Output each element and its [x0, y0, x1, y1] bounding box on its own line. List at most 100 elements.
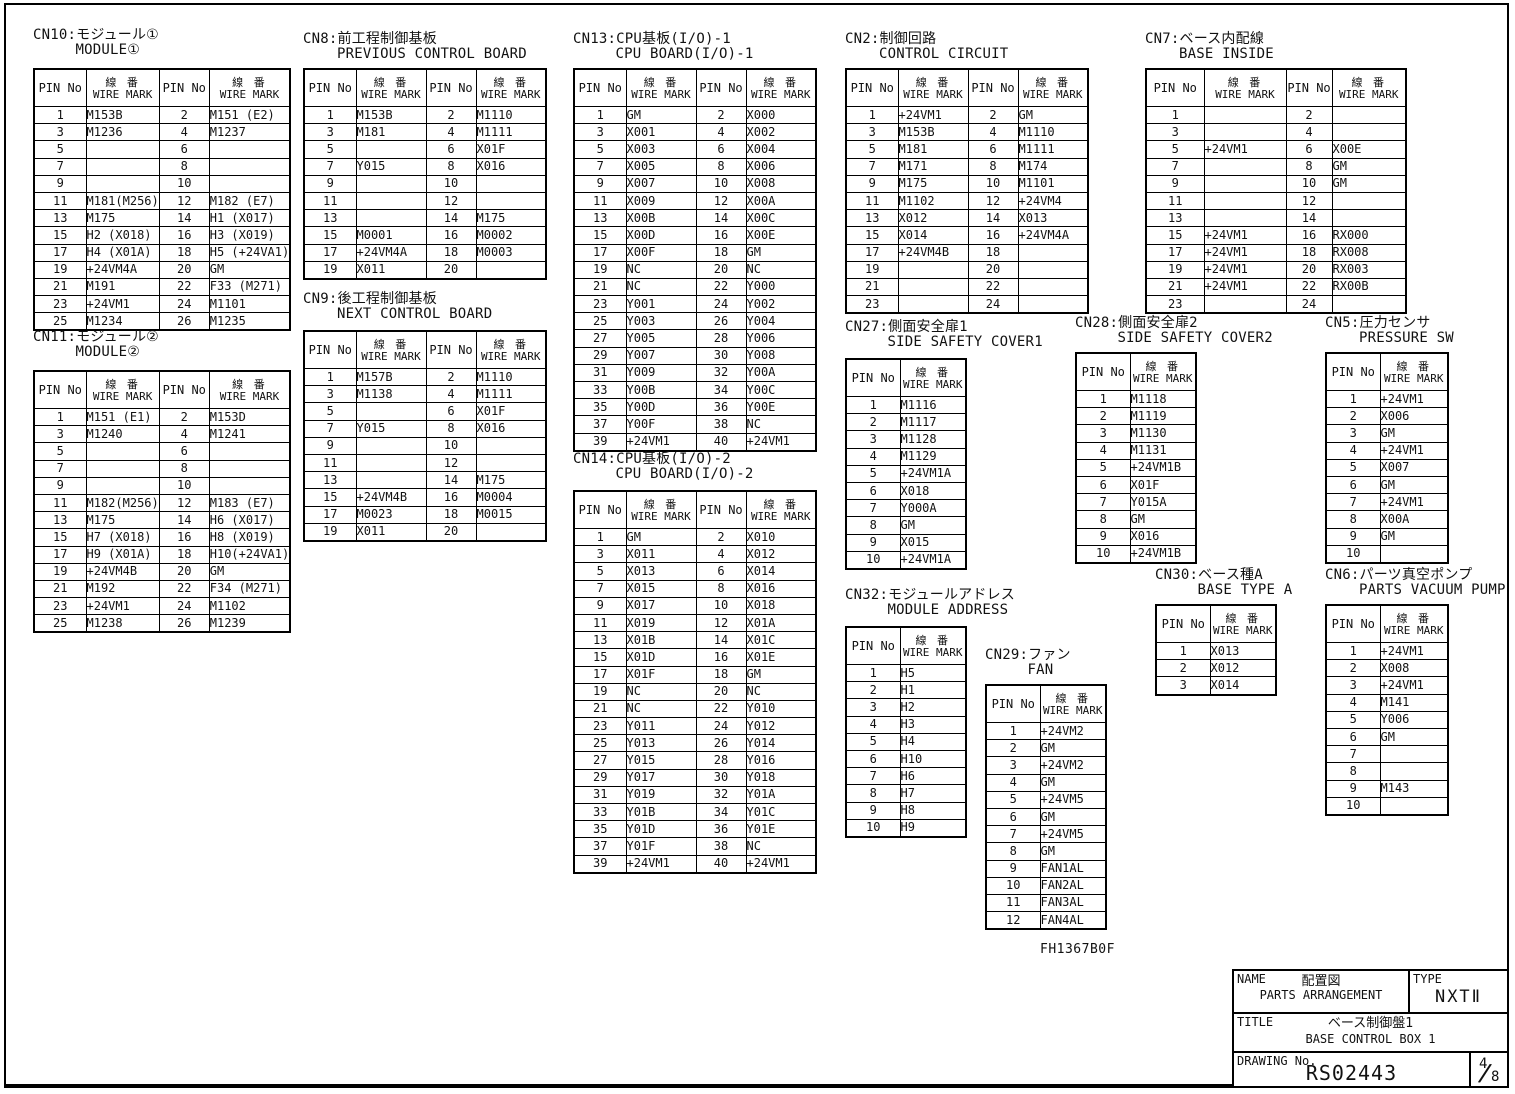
pin-row: 19 NC 20 NC [573, 682, 817, 701]
wire-mark-cell: X013 [1209, 641, 1277, 661]
pin-no-cell: 23 [1145, 295, 1205, 314]
wire-mark-cell: Y015A [1129, 493, 1197, 512]
pin-row: 19 X011 20 [303, 522, 547, 542]
pin-row: 7 +24VM5 [985, 825, 1107, 844]
pin-no-cell: 10 [695, 596, 747, 615]
pin-no-header: PIN No [425, 330, 477, 369]
wire-mark-cell: +24VM1 [1203, 226, 1287, 245]
pin-no-cell: 9 [1075, 527, 1131, 546]
pin-no-cell: 23 [33, 295, 87, 314]
wire-mark-cell: M191 [85, 277, 160, 297]
pin-no-cell: 17 [33, 243, 87, 262]
wire-mark-header-en: WIRE MARK [1383, 623, 1444, 637]
wire-mark-cell: +24VM1 [625, 854, 697, 874]
wire-mark-cell: M1128 [899, 430, 967, 449]
wire-mark-cell [85, 174, 160, 193]
sheet-numerator: 4 [1479, 1056, 1488, 1072]
pin-no-header: PIN No [303, 330, 357, 369]
header-row: PIN No 線 番 WIRE MARK [1075, 352, 1197, 391]
wire-mark-cell: X01F [475, 140, 547, 159]
pin-no-cell: 17 [33, 545, 87, 564]
wire-mark-cell: +24VM1 [625, 432, 697, 452]
wire-mark-cell: +24VM1 [1203, 277, 1287, 297]
pin-no-cell: 6 [967, 140, 1019, 159]
wire-mark-cell: Y00A [745, 363, 817, 383]
wire-mark-header-en: WIRE MARK [219, 87, 280, 101]
wire-mark-cell: M1102 [208, 597, 291, 616]
pin-no-cell: 7 [845, 157, 899, 176]
pin-row: 13 14 [1145, 209, 1407, 228]
pin-row: 13 X012 14 X013 [845, 209, 1089, 228]
wire-mark-header: 線 番 WIRE MARK [897, 68, 969, 107]
sheet-number-cell: 4 / 8 [1471, 1053, 1507, 1088]
pin-row: 23 +24VM1 24 M1102 [33, 597, 291, 616]
pin-row: 23 24 [845, 295, 1089, 314]
wire-mark-header: 線 番 WIRE MARK [625, 490, 697, 529]
pin-no-cell: 8 [695, 579, 747, 598]
pin-no-cell: 26 [158, 614, 210, 633]
pin-no-cell: 30 [695, 768, 747, 787]
wire-mark-cell: X012 [745, 545, 817, 564]
pin-no-cell: 12 [425, 191, 477, 211]
pin-row: 21 +24VM1 22 RX00B [1145, 277, 1407, 297]
pin-no-cell: 19 [573, 260, 627, 279]
pin-no-cell: 18 [425, 243, 477, 262]
header-row: PIN No 線 番 WIRE MARK [845, 358, 967, 397]
pin-no-cell: 38 [695, 415, 747, 434]
pin-no-cell: 2 [695, 105, 747, 125]
wire-mark-cell: +24VM1 [1379, 441, 1449, 460]
pin-row: 11 X009 12 X00A [573, 191, 817, 211]
pin-no-header: PIN No [967, 68, 1019, 107]
pin-row: 3 M1130 [1075, 424, 1197, 443]
pin-row: 21 M192 22 F34 (M271) [33, 579, 291, 599]
wire-mark-cell: M1110 [475, 367, 547, 387]
pin-no-cell: 15 [845, 226, 899, 245]
wire-mark-cell: Y003 [625, 312, 697, 331]
pin-no-cell: 4 [845, 447, 901, 466]
pin-no-cell: 17 [303, 505, 357, 524]
pin-no-cell: 7 [1145, 157, 1205, 176]
pin-no-header: PIN No [1155, 604, 1211, 643]
wire-mark-cell: X004 [745, 140, 817, 159]
wire-mark-header-jp: 線 番 [763, 75, 799, 89]
pin-no-cell: 11 [33, 493, 87, 513]
pin-row: 5 6 X01F [303, 402, 547, 421]
wire-mark-cell: X015 [625, 579, 697, 598]
wire-mark-cell: H5 (+24VA1) [208, 243, 291, 262]
wire-mark-cell: H4 (X01A) [85, 243, 160, 262]
pin-row: 3 X014 [1155, 676, 1277, 696]
pin-no-header: PIN No [845, 68, 899, 107]
wire-mark-header-en: WIRE MARK [1383, 371, 1444, 385]
pin-row: 25 Y003 26 Y004 [573, 312, 817, 331]
wire-mark-cell: GM [208, 260, 291, 279]
wire-mark-cell: M183 (E7) [208, 493, 291, 513]
pin-no-cell: 8 [425, 419, 477, 438]
pin-no-cell: 5 [573, 562, 627, 581]
wire-mark-cell: GM [1331, 157, 1407, 176]
connector-title-cn11: CN11:モジュール② MODULE② [33, 330, 291, 370]
connector-title-en: PARTS VACUUM PUMP [1359, 582, 1506, 598]
wire-mark-cell: H9 (X01A) [85, 545, 160, 564]
pin-row: 6 GM [1325, 727, 1449, 747]
wire-mark-header: 線 番 WIRE MARK [899, 358, 967, 397]
wire-mark-cell: F33 (M271) [208, 277, 291, 297]
pin-row: 3 H2 [845, 698, 967, 717]
pin-no-cell: 26 [695, 312, 747, 331]
pin-row: 2 X008 [1325, 659, 1449, 678]
wire-mark-header: 線 番 WIRE MARK [208, 68, 291, 107]
pin-no-header: PIN No [845, 358, 901, 397]
wire-mark-cell: X003 [625, 140, 697, 159]
pin-no-cell: 12 [695, 613, 747, 633]
wire-mark-header: 線 番 WIRE MARK [355, 68, 427, 107]
connector-title-en: CPU BOARD(I/O)-1 [615, 46, 754, 62]
pin-no-cell: 1 [845, 395, 901, 415]
wire-mark-header: 線 番 WIRE MARK [899, 626, 967, 665]
wire-mark-cell [1017, 277, 1089, 297]
pin-no-cell: 27 [573, 329, 627, 348]
pin-row: 11 FAN3AL [985, 893, 1107, 913]
pin-no-cell: 12 [695, 191, 747, 211]
wire-mark-cell: X00B [625, 209, 697, 228]
pin-no-cell: 30 [695, 346, 747, 365]
pin-no-cell: 5 [303, 140, 357, 159]
pin-no-cell: 17 [573, 665, 627, 684]
